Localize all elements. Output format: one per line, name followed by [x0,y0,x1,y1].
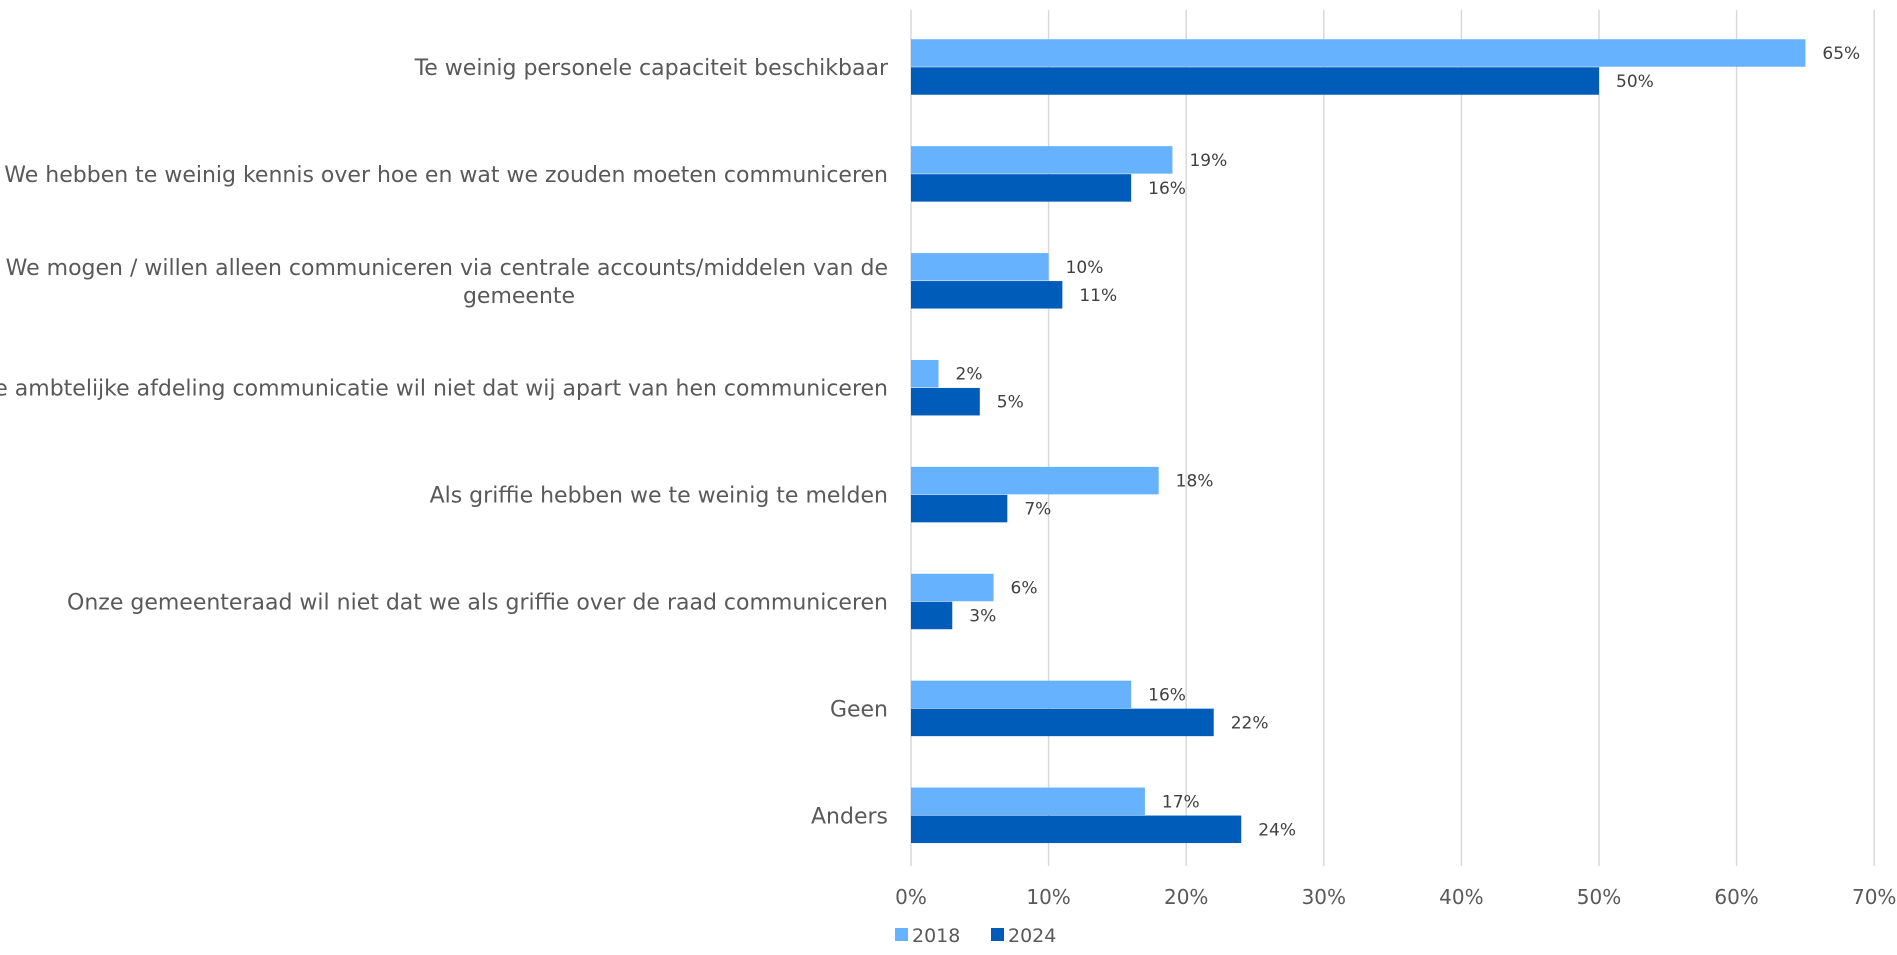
data-label-2018-3: 2% [956,365,983,385]
bar-2024-5 [911,601,953,630]
bar-2018-6 [911,680,1132,709]
bar-2024-7 [911,815,1242,844]
data-label-2018-6: 16% [1148,685,1186,705]
data-label-2024-5: 3% [969,607,996,627]
category-label: Geen [830,697,888,722]
bar-2024-4 [911,494,1008,523]
data-label-2024-4: 7% [1024,500,1051,520]
category-label: We hebben te weinig kennis over hoe en w… [4,163,888,188]
data-label-2018-0: 65% [1822,44,1860,64]
x-tick-label: 50% [1577,885,1621,909]
legend-label-2018: 2018 [912,925,960,947]
legend-swatch-2024 [991,928,1004,941]
x-tick-label: 60% [1714,885,1758,909]
x-tick-label: 10% [1026,885,1070,909]
category-label: Anders [811,804,888,829]
legend-label-2024: 2024 [1008,925,1056,947]
data-label-2024-0: 50% [1616,72,1654,92]
x-tick-label: 0% [895,885,927,909]
category-label: Onze gemeenteraad wil niet dat we als gr… [67,591,888,616]
data-label-2018-4: 18% [1176,472,1214,492]
data-label-2018-2: 10% [1066,258,1104,278]
bar-2018-3 [911,359,939,388]
bar-2018-0 [911,39,1806,67]
data-label-2018-5: 6% [1011,579,1038,599]
category-label: Te weinig personele capaciteit beschikba… [414,56,889,81]
bar-2018-2 [911,253,1049,281]
bar-2018-5 [911,573,994,602]
bar-2018-4 [911,466,1159,495]
data-label-2018-7: 17% [1162,792,1200,812]
bar-2024-0 [911,67,1599,95]
category-label: We mogen / willen alleen communiceren vi… [6,256,888,309]
data-label-2024-2: 11% [1079,286,1117,306]
x-tick-label: 40% [1439,885,1483,909]
x-tick-label: 20% [1164,885,1208,909]
x-tick-label: 30% [1302,885,1346,909]
data-label-2024-1: 16% [1148,179,1186,199]
legend-swatch-2018 [895,928,908,941]
bar-2024-1 [911,174,1132,202]
data-label-2024-3: 5% [997,393,1024,413]
bar-2024-3 [911,387,980,416]
data-label-2024-7: 24% [1258,820,1296,840]
bar-2024-6 [911,708,1214,737]
bar-2018-1 [911,146,1173,174]
data-label-2018-1: 19% [1189,151,1227,171]
bar-2024-2 [911,281,1063,309]
x-tick-label: 70% [1852,885,1896,909]
category-label: De ambtelijke afdeling communicatie wil … [0,377,888,402]
bar-2018-7 [911,787,1145,816]
category-label: Als griffie hebben we te weinig te melde… [430,484,888,509]
data-label-2024-6: 22% [1231,713,1269,733]
